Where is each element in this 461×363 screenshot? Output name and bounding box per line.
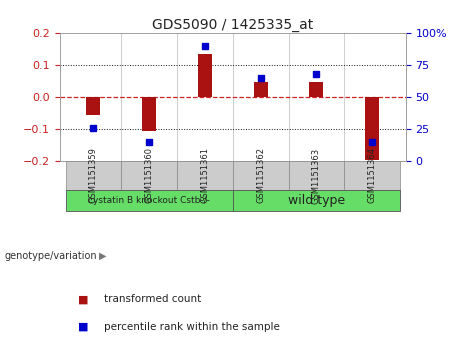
Text: cystatin B knockout Cstb-/-: cystatin B knockout Cstb-/- (88, 196, 210, 205)
Text: GSM1151361: GSM1151361 (201, 147, 209, 203)
Text: GSM1151359: GSM1151359 (89, 147, 98, 203)
Bar (289, 161, 344, 190)
Text: ■: ■ (78, 322, 89, 332)
Text: GSM1151360: GSM1151360 (145, 147, 154, 203)
Bar (233, 190, 400, 211)
Bar (309, 82, 324, 97)
Title: GDS5090 / 1425335_at: GDS5090 / 1425335_at (152, 18, 313, 32)
Bar (142, 97, 156, 131)
Text: GSM1151364: GSM1151364 (368, 147, 377, 203)
Bar (65, 161, 121, 190)
Bar (254, 82, 268, 97)
Bar (344, 161, 400, 190)
Bar (86, 97, 100, 115)
Bar (177, 161, 233, 190)
Text: GSM1151363: GSM1151363 (312, 147, 321, 204)
Text: wild type: wild type (288, 194, 345, 207)
Text: transformed count: transformed count (104, 294, 201, 305)
Text: ■: ■ (78, 294, 89, 305)
Text: ▶: ▶ (99, 251, 106, 261)
Text: percentile rank within the sample: percentile rank within the sample (104, 322, 280, 332)
Text: GSM1151362: GSM1151362 (256, 147, 265, 203)
Bar (233, 161, 289, 190)
Bar (365, 97, 379, 159)
Bar (65, 190, 233, 211)
Bar (198, 54, 212, 97)
Bar (121, 161, 177, 190)
Text: genotype/variation: genotype/variation (5, 251, 97, 261)
